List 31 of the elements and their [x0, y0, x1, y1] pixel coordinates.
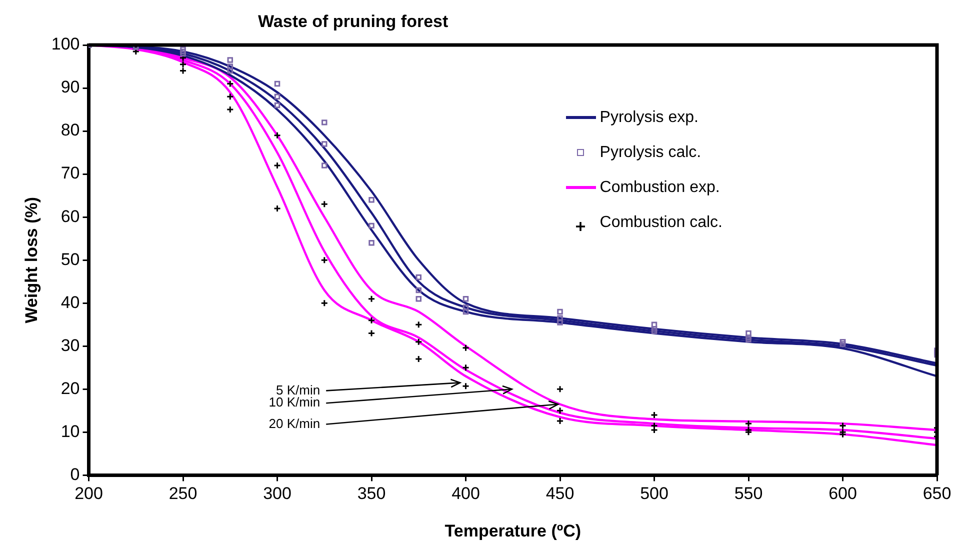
y-tick-label: 0 — [70, 464, 80, 484]
y-tick-label: 10 — [60, 422, 80, 441]
legend-label: Pyrolysis exp. — [600, 108, 698, 126]
chart-title: Waste of pruning forest — [258, 12, 448, 32]
annotation: 5 K/min — [276, 382, 320, 398]
x-tick-label: 200 — [74, 484, 103, 504]
y-tick-label: 80 — [60, 120, 80, 140]
y-tick-label: 100 — [51, 34, 80, 54]
x-tick-label: 500 — [640, 484, 668, 504]
x-tick-label: 400 — [452, 484, 480, 504]
x-tick-label: 650 — [922, 484, 952, 504]
annotation: 10 K/min — [268, 394, 320, 410]
x-tick-label: 300 — [263, 484, 292, 504]
legend-label: Combustion calc. — [600, 214, 722, 232]
x-tick-label: 600 — [828, 484, 857, 504]
y-tick-label: 20 — [60, 378, 80, 398]
y-tick-label: 40 — [60, 292, 80, 312]
legend-label: Pyrolysis calc. — [600, 144, 702, 162]
y-tick-label: 70 — [60, 164, 80, 183]
y-tick-label: 90 — [60, 78, 80, 97]
annotation: 20 K/min — [268, 416, 320, 431]
y-axis-title: Weight loss (%) — [22, 196, 41, 324]
legend-label: Combustion exp. — [600, 178, 720, 196]
x-tick-label: 550 — [734, 484, 763, 504]
x-tick-label: 450 — [546, 484, 574, 504]
y-tick-label: 50 — [60, 250, 80, 269]
x-axis-title: Temperature (ºC) — [444, 521, 582, 540]
y-tick-label: 30 — [60, 336, 80, 355]
x-tick-label: 350 — [357, 484, 386, 504]
x-tick-label: 250 — [168, 484, 198, 504]
y-tick-label: 60 — [60, 206, 80, 226]
